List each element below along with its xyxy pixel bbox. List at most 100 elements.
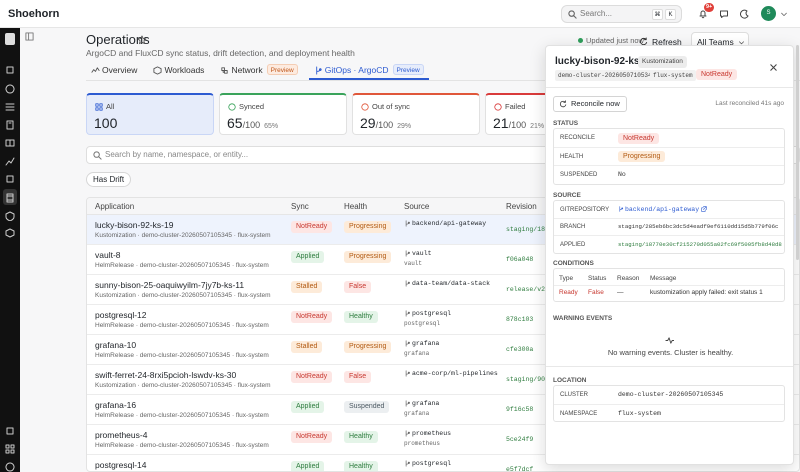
app-name: grafana-16	[95, 400, 137, 410]
table-row[interactable]: swift-ferret-24-8rxi5pcioh-lswdv-ks-30 Ku…	[87, 365, 799, 395]
refresh-label: Refresh	[652, 37, 682, 47]
status-badge: NotReady	[291, 431, 333, 443]
source-sub: postgresql	[404, 320, 441, 327]
stat-icon	[494, 103, 502, 111]
tab-icon	[316, 66, 322, 75]
search-placeholder: Search...	[580, 9, 613, 18]
detail-label: NAMESPACE	[560, 410, 598, 417]
sidebar-icon-shape	[5, 157, 15, 166]
app-name: postgresql-14	[95, 460, 147, 470]
tab[interactable]: Network Preview	[220, 64, 298, 80]
sidebar-icon	[5, 103, 15, 111]
notifications-icon-shape	[699, 10, 707, 19]
status-badge: NotReady	[291, 221, 333, 233]
live-dot	[578, 38, 583, 43]
condition-cell: kustomization apply failed: exit status …	[650, 289, 763, 296]
table-row[interactable]: vault-8 HelmRelease · demo-cluster-202605…	[87, 245, 799, 275]
section-title: WARNING EVENTS	[553, 315, 613, 322]
stat-value: 65	[227, 115, 243, 131]
tab[interactable]: Workloads	[153, 64, 204, 80]
table-row[interactable]: postgresql-12 HelmRelease · demo-cluster-…	[87, 305, 799, 335]
messages-icon	[720, 10, 728, 18]
notification-count: 9+	[704, 3, 715, 12]
source-name: grafana	[412, 400, 440, 407]
detail-row: APPLIED staging/18770e30cf215270d055a02fc…	[554, 236, 784, 254]
table-row[interactable]: sunny-bison-25-oaquiwyilm-7jy7b-ks-11 Kus…	[87, 275, 799, 305]
source-icon	[405, 460, 410, 467]
app-name: Shoehorn	[8, 8, 60, 20]
preview-badge: Preview	[392, 64, 424, 75]
team-filter-chevron	[739, 41, 744, 45]
source-icon	[405, 220, 410, 227]
app-meta: HelmRelease · demo-cluster-2026050710534…	[95, 322, 269, 329]
source-icon-shape	[405, 370, 410, 377]
sidebar-logo	[5, 33, 15, 45]
global-search[interactable]: Search... ⌘ K	[561, 5, 682, 23]
tab-icon-shape	[91, 67, 100, 73]
scrollbar	[796, 45, 799, 260]
refresh-icon	[640, 37, 648, 46]
tab-label: Overview	[102, 65, 138, 75]
sidebar-icon-shape	[5, 84, 15, 94]
stat-value: 21	[493, 115, 509, 131]
column-header: Source	[404, 202, 430, 211]
condition-divider	[554, 285, 784, 286]
source-name: postgresql	[412, 310, 452, 317]
source-icon	[405, 250, 410, 257]
detail-value: staging/285eb6bc3dc5d4eadf9ef6110dd15d5b…	[618, 223, 779, 231]
table-row[interactable]: grafana-16 HelmRelease · demo-cluster-202…	[87, 395, 799, 425]
tab-icon	[221, 67, 229, 74]
source-name: data-team/data-stack	[412, 280, 491, 287]
condition-column: Message	[650, 275, 677, 282]
section-box: GITREPOSITORY backend/api-gateway BRANCH st…	[553, 200, 785, 254]
stat-card[interactable]: Synced 65/100 65%	[219, 93, 347, 135]
detail-label: BRANCH	[560, 224, 586, 231]
source-name: acme-corp/ml-pipelines	[412, 370, 498, 377]
section-title: SOURCE	[553, 192, 581, 199]
tab-label: Network	[231, 65, 263, 75]
tab[interactable]: GitOps · ArgoCD Preview	[314, 64, 424, 80]
favorite-star	[137, 35, 147, 45]
stat-value: 100	[94, 115, 118, 131]
app-name: postgresql-12	[95, 310, 147, 320]
status-badge: Progressing	[344, 251, 392, 263]
warnings-empty: No warning events. Cluster is healthy.	[607, 348, 734, 357]
column-header: Sync	[291, 202, 309, 211]
tab[interactable]: Overview	[91, 64, 137, 80]
table-row[interactable]: grafana-10 HelmRelease · demo-cluster-202…	[87, 335, 799, 365]
sidebar-icon	[6, 427, 14, 435]
reconcile-icon-shape	[559, 100, 567, 108]
refresh-button[interactable]: Refresh	[633, 32, 687, 51]
status-badge: Progressing	[344, 341, 392, 353]
column-header: Revision	[506, 202, 537, 211]
table-row[interactable]: postgresql-14HelmRelease · demo-cluster-…	[87, 455, 799, 471]
detail-value: flux-system	[618, 409, 661, 417]
status-badge: False	[344, 371, 372, 383]
top-bar: Shoehorn Search... ⌘ K 9+ S	[0, 0, 800, 28]
detail-row: GITREPOSITORY backend/api-gateway	[554, 201, 784, 219]
detail-label: RECONCILE	[560, 135, 596, 142]
section-title: STATUS	[553, 120, 579, 127]
stat-card[interactable]: All 100	[86, 93, 214, 135]
stat-percent: 65%	[264, 123, 279, 130]
revision: staging/1877...	[506, 226, 565, 233]
sidebar-icon	[5, 211, 15, 221]
status-badge: NotReady	[618, 132, 660, 144]
sidebar-icon-shape	[6, 120, 14, 130]
stat-icon-shape	[95, 103, 103, 111]
sidebar-icon	[5, 444, 15, 454]
close-button[interactable]	[769, 63, 778, 72]
tab-label: GitOps · ArgoCD	[324, 65, 389, 75]
detail-label: GITREPOSITORY	[560, 206, 610, 213]
detail-row: NAMESPACE flux-system	[554, 405, 784, 424]
details-drawer: lucky-bison-92-ks-19 Kustomization demo-cl…	[545, 45, 794, 465]
user-avatar[interactable]: S	[761, 6, 776, 21]
stat-card[interactable]: Out of sync 29/100 29%	[352, 93, 480, 135]
table-search-icon-shape	[93, 151, 102, 160]
reconcile-button[interactable]: Reconcile now	[553, 96, 627, 112]
sidebar-icon-shape	[5, 444, 15, 454]
filter-chip[interactable]: Has Drift	[86, 172, 132, 187]
table-row[interactable]: prometheus-4 HelmRelease · demo-cluster-2…	[87, 425, 799, 455]
stat-label: All	[106, 102, 115, 111]
